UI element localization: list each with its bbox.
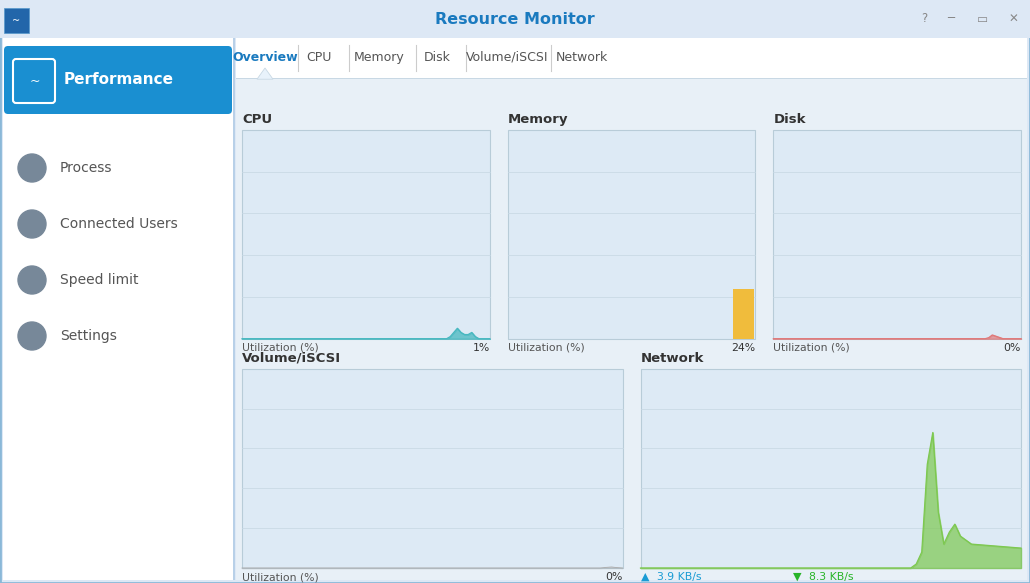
Text: ?: ? [921, 12, 927, 26]
Text: Resource Monitor: Resource Monitor [435, 12, 595, 26]
Bar [3, 38, 233, 580]
Text: ▭: ▭ [976, 12, 988, 26]
Bar [236, 38, 1027, 78]
Text: Memory: Memory [353, 51, 405, 64]
Text: Disk: Disk [423, 51, 450, 64]
Text: Memory: Memory [508, 113, 569, 126]
Text: Utilization (%): Utilization (%) [774, 343, 850, 353]
Text: ~: ~ [12, 16, 21, 26]
Bar [242, 130, 489, 339]
Bar [508, 130, 755, 339]
Bar [236, 38, 1027, 580]
Text: CPU: CPU [306, 51, 332, 64]
Text: Network: Network [556, 51, 608, 64]
Text: ~: ~ [30, 75, 40, 87]
Text: Volume/iSCSI: Volume/iSCSI [242, 352, 341, 365]
Text: ✕: ✕ [1008, 12, 1018, 26]
Text: Settings: Settings [60, 329, 116, 343]
Text: Utilization (%): Utilization (%) [242, 572, 318, 582]
Bar [733, 289, 754, 339]
Text: Utilization (%): Utilization (%) [508, 343, 584, 353]
Bar [233, 38, 236, 580]
Circle shape [18, 154, 46, 182]
Text: Speed limit: Speed limit [60, 273, 138, 287]
Text: ▼: ▼ [793, 572, 801, 582]
Text: Utilization (%): Utilization (%) [242, 343, 318, 353]
Bar [4, 8, 29, 33]
Text: Overview: Overview [232, 51, 298, 64]
Text: 0%: 0% [606, 572, 622, 582]
Text: Performance: Performance [64, 72, 174, 87]
Text: Process: Process [60, 161, 112, 175]
Circle shape [18, 322, 46, 350]
Bar [242, 368, 622, 568]
Polygon shape [258, 68, 273, 79]
Circle shape [18, 210, 46, 238]
Bar [641, 368, 1021, 568]
Bar [0, 0, 1030, 38]
Text: Disk: Disk [774, 113, 805, 126]
Text: 24%: 24% [731, 343, 755, 353]
Text: CPU: CPU [242, 113, 272, 126]
Text: Network: Network [641, 352, 703, 365]
Text: ─: ─ [948, 12, 955, 26]
Text: ▲: ▲ [641, 572, 649, 582]
FancyBboxPatch shape [4, 46, 232, 114]
Text: 0%: 0% [1003, 343, 1021, 353]
Text: Volume/iSCSI: Volume/iSCSI [466, 51, 548, 64]
Text: 8.3 KB/s: 8.3 KB/s [809, 572, 853, 582]
Text: 1%: 1% [473, 343, 489, 353]
Bar [774, 130, 1021, 339]
Text: Connected Users: Connected Users [60, 217, 178, 231]
Circle shape [18, 266, 46, 294]
Bar [236, 78, 1027, 79]
Text: 3.9 KB/s: 3.9 KB/s [656, 572, 701, 582]
